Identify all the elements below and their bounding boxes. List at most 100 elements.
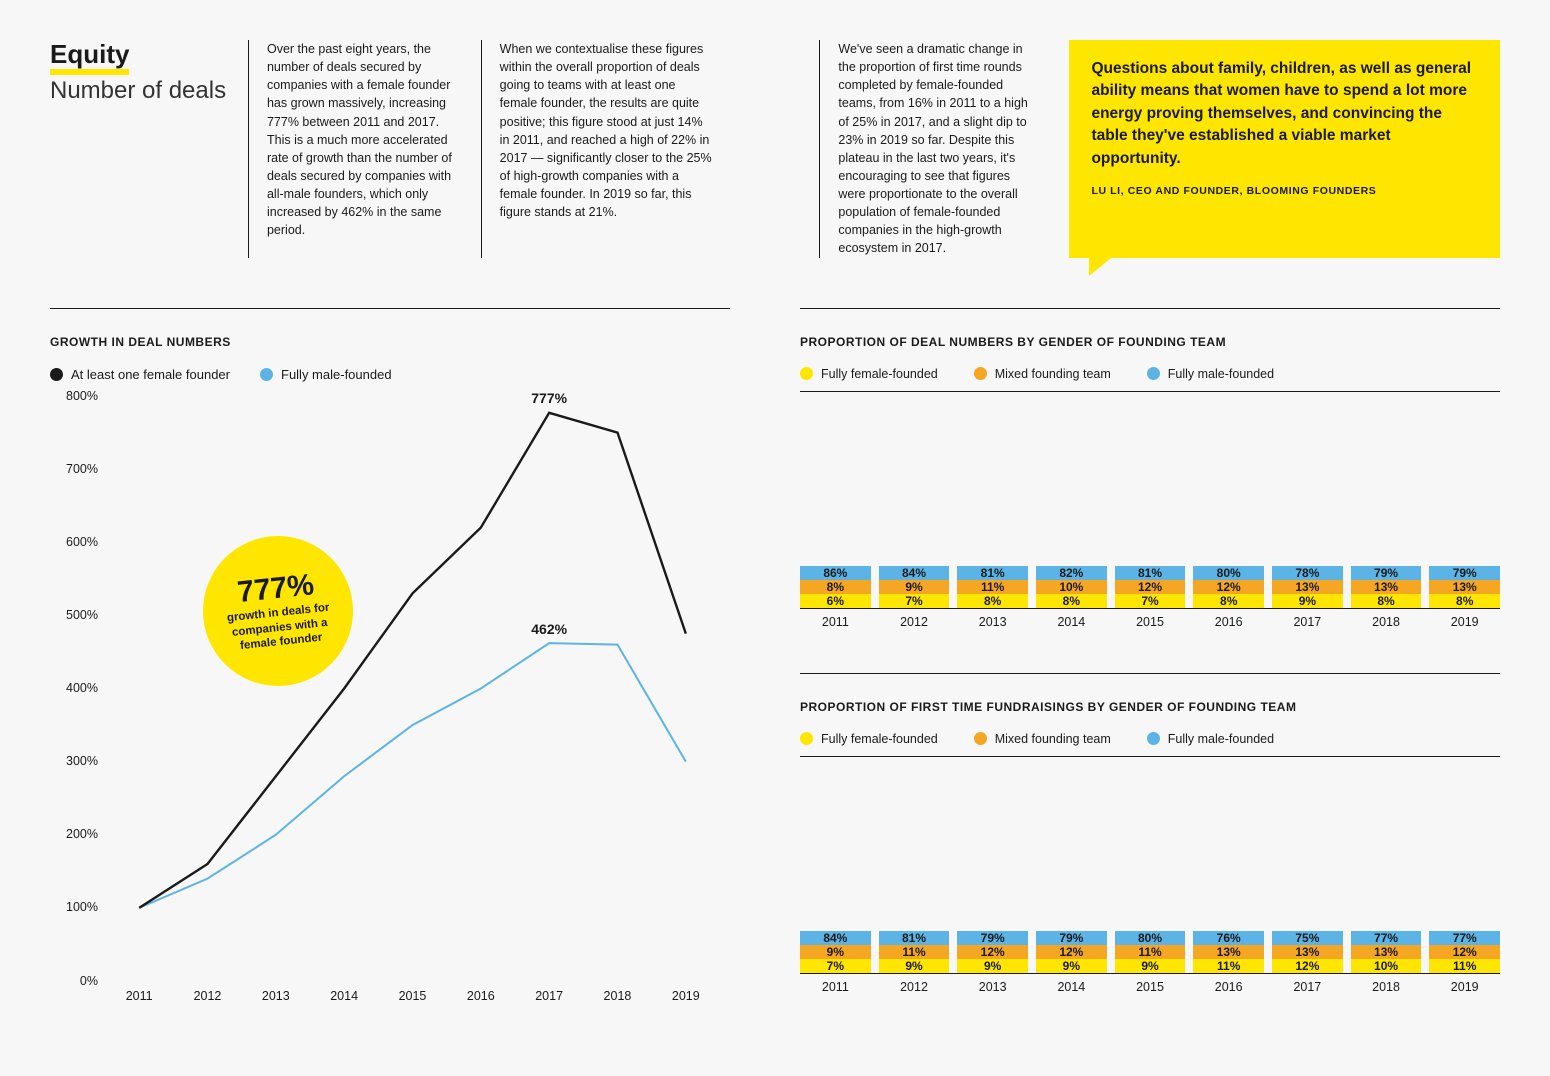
legend-item: Fully male-founded bbox=[260, 367, 392, 382]
bar-segment-orange: 11% bbox=[1115, 945, 1186, 959]
bar-segment-orange: 11% bbox=[879, 945, 950, 959]
legend-dot-icon bbox=[800, 732, 813, 745]
x-tick-label: 2012 bbox=[879, 615, 950, 629]
legend-label: Fully male-founded bbox=[281, 367, 392, 382]
bar-segment-orange: 13% bbox=[1193, 945, 1264, 959]
bar-segment-yellow: 8% bbox=[1193, 594, 1264, 608]
bar-column: 76%13%11% bbox=[1193, 931, 1264, 973]
bar-column: 75%13%12% bbox=[1272, 931, 1343, 973]
legend-label: Mixed founding team bbox=[995, 367, 1111, 381]
x-tick-label: 2011 bbox=[800, 615, 871, 629]
bar-segment-blue: 81% bbox=[1115, 566, 1186, 580]
bar-column: 82%10%8% bbox=[1036, 566, 1107, 608]
bar-segment-orange: 13% bbox=[1351, 945, 1422, 959]
stacked2-legend: Fully female-founded Mixed founding team F… bbox=[800, 732, 1500, 746]
stacked-chart-2: PROPORTION OF FIRST TIME FUNDRAISINGS BY… bbox=[800, 673, 1500, 1014]
stacked1-x-axis: 201120122013201420152016201720182019 bbox=[800, 615, 1500, 629]
callout-caption: growth in deals for companies with a fem… bbox=[203, 599, 357, 658]
line-chart: 0%100%200%300%400%500%600%700%800% 777%4… bbox=[50, 396, 730, 1011]
stacked1-title: PROPORTION OF DEAL NUMBERS BY GENDER OF … bbox=[800, 335, 1500, 349]
bar-column: 79%12%9% bbox=[957, 931, 1028, 973]
bar-segment-blue: 81% bbox=[879, 931, 950, 945]
bar-segment-blue: 86% bbox=[800, 566, 871, 580]
bar-column: 78%13%9% bbox=[1272, 566, 1343, 608]
bar-column: 79%12%9% bbox=[1036, 931, 1107, 973]
legend-dot-icon bbox=[1147, 732, 1160, 745]
x-tick-label: 2018 bbox=[1351, 980, 1422, 994]
bar-segment-orange: 12% bbox=[1193, 580, 1264, 594]
legend-item: At least one female founder bbox=[50, 367, 230, 382]
intro-para-1: Over the past eight years, the number of… bbox=[248, 40, 481, 258]
y-tick-label: 100% bbox=[66, 900, 98, 914]
x-tick-label: 2016 bbox=[1193, 980, 1264, 994]
bar-column: 84%9%7% bbox=[800, 931, 871, 973]
bar-segment-blue: 84% bbox=[800, 931, 871, 945]
bar-segment-orange: 9% bbox=[800, 945, 871, 959]
x-tick-label: 2013 bbox=[242, 989, 310, 1011]
y-tick-label: 600% bbox=[66, 535, 98, 549]
bar-column: 80%11%9% bbox=[1115, 931, 1186, 973]
legend-item: Mixed founding team bbox=[974, 367, 1111, 381]
y-tick-label: 0% bbox=[80, 974, 98, 988]
bar-segment-orange: 12% bbox=[1036, 945, 1107, 959]
bar-column: 86%8%6% bbox=[800, 566, 871, 608]
bar-segment-yellow: 7% bbox=[1115, 594, 1186, 608]
bar-segment-orange: 8% bbox=[800, 580, 871, 594]
bar-segment-yellow: 11% bbox=[1193, 959, 1264, 973]
bar-segment-orange: 9% bbox=[879, 580, 950, 594]
bar-column: 80%12%8% bbox=[1193, 566, 1264, 608]
y-tick-label: 800% bbox=[66, 389, 98, 403]
content-grid: GROWTH IN DEAL NUMBERS At least one fema… bbox=[50, 308, 1500, 1014]
y-tick-label: 200% bbox=[66, 827, 98, 841]
page-title: Equity bbox=[50, 40, 129, 75]
x-tick-label: 2017 bbox=[1272, 615, 1343, 629]
plot-area: 777%462%777%growth in deals for companie… bbox=[105, 396, 720, 981]
legend-item: Mixed founding team bbox=[974, 732, 1111, 746]
stacked2-title: PROPORTION OF FIRST TIME FUNDRAISINGS BY… bbox=[800, 700, 1500, 714]
peak-label: 462% bbox=[531, 621, 567, 637]
x-tick-label: 2015 bbox=[1115, 980, 1186, 994]
bar-column: 84%9%7% bbox=[879, 566, 950, 608]
line-series-male bbox=[139, 643, 686, 908]
legend-label: Mixed founding team bbox=[995, 732, 1111, 746]
legend-item: Fully male-founded bbox=[1147, 367, 1274, 381]
bar-segment-blue: 81% bbox=[957, 566, 1028, 580]
stacked-chart-1: PROPORTION OF DEAL NUMBERS BY GENDER OF … bbox=[800, 308, 1500, 649]
bar-segment-orange: 11% bbox=[957, 580, 1028, 594]
bar-segment-orange: 12% bbox=[1429, 945, 1500, 959]
stacked1-bars: 86%8%6%84%9%7%81%11%8%82%10%8%81%12%7%80… bbox=[800, 391, 1500, 609]
peak-label: 777% bbox=[531, 390, 567, 406]
legend-label: Fully male-founded bbox=[1168, 732, 1274, 746]
bar-segment-yellow: 9% bbox=[879, 959, 950, 973]
bar-segment-yellow: 7% bbox=[879, 594, 950, 608]
legend-label: At least one female founder bbox=[71, 367, 230, 382]
bar-segment-yellow: 6% bbox=[800, 594, 871, 608]
bar-column: 77%13%10% bbox=[1351, 931, 1422, 973]
x-tick-label: 2019 bbox=[652, 989, 720, 1011]
legend-dot-icon bbox=[50, 368, 63, 381]
bar-segment-yellow: 11% bbox=[1429, 959, 1500, 973]
legend-item: Fully female-founded bbox=[800, 732, 938, 746]
bar-column: 79%13%8% bbox=[1351, 566, 1422, 608]
line-chart-legend: At least one female founder Fully male-fo… bbox=[50, 367, 730, 382]
x-tick-label: 2019 bbox=[1429, 615, 1500, 629]
header-row: Equity Number of deals Over the past eig… bbox=[50, 40, 1500, 258]
x-tick-label: 2012 bbox=[879, 980, 950, 994]
legend-dot-icon bbox=[974, 732, 987, 745]
intro-para-3: We've seen a dramatic change in the prop… bbox=[819, 40, 1052, 258]
y-tick-label: 500% bbox=[66, 608, 98, 622]
bar-segment-yellow: 9% bbox=[1115, 959, 1186, 973]
pull-quote-text: Questions about family, children, as wel… bbox=[1091, 58, 1478, 170]
bar-column: 81%11%8% bbox=[957, 566, 1028, 608]
legend-label: Fully female-founded bbox=[821, 367, 938, 381]
line-chart-panel: GROWTH IN DEAL NUMBERS At least one fema… bbox=[50, 308, 730, 1014]
x-tick-label: 2014 bbox=[1036, 615, 1107, 629]
bar-column: 79%13%8% bbox=[1429, 566, 1500, 608]
x-tick-label: 2018 bbox=[1351, 615, 1422, 629]
bar-segment-blue: 84% bbox=[879, 566, 950, 580]
x-tick-label: 2016 bbox=[447, 989, 515, 1011]
x-tick-label: 2014 bbox=[310, 989, 378, 1011]
x-tick-label: 2011 bbox=[105, 989, 173, 1011]
legend-dot-icon bbox=[1147, 367, 1160, 380]
stacked2-x-axis: 201120122013201420152016201720182019 bbox=[800, 980, 1500, 994]
